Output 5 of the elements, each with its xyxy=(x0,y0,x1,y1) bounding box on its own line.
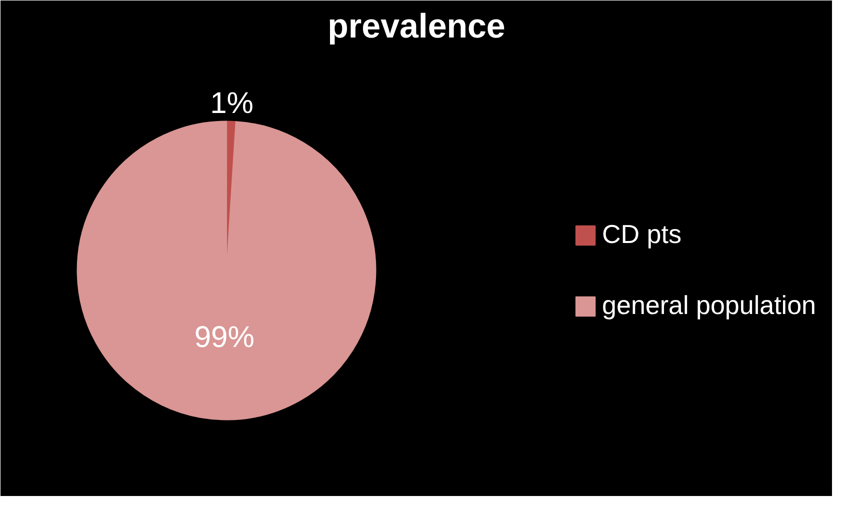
data-label: 99% xyxy=(194,321,254,354)
data-label: 1% xyxy=(210,86,254,120)
chart-title: prevalence xyxy=(328,8,506,46)
legend-label: CD pts xyxy=(602,219,682,250)
legend-label: general population xyxy=(602,290,816,321)
